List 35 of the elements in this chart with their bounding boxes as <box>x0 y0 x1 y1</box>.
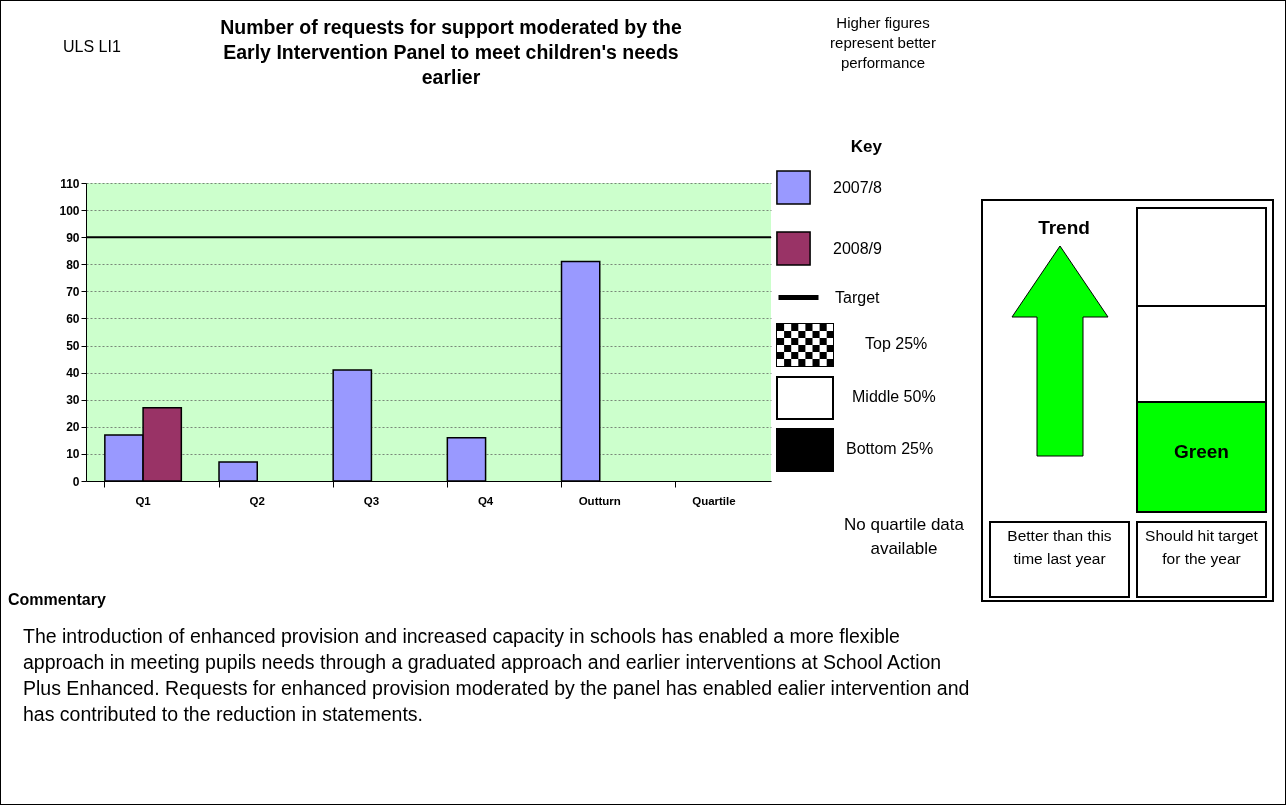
legend-label: 2008/9 <box>833 239 883 257</box>
text: Top 25% <box>865 335 928 353</box>
y-tick-label: 90 <box>66 230 80 245</box>
y-tick-label: 0 <box>72 474 80 489</box>
y-tick-label: 20 <box>66 420 80 435</box>
y-tick-label: 110 <box>60 176 80 191</box>
x-tick-label: Q3 <box>363 494 380 507</box>
y-tick-label: 50 <box>66 339 80 354</box>
chart-title: Number of requests for support moderated by the Early Intervention Panel to meet children's needs earlier <box>219 15 683 90</box>
x-tick-label: Q4 <box>477 494 494 507</box>
y-tick-label: 70 <box>66 284 80 299</box>
y-tick-label: 100 <box>59 203 80 218</box>
text: ULS LI1 <box>63 38 121 56</box>
legend-title: Key <box>850 137 883 156</box>
legend-label: 2007/8 <box>833 178 883 196</box>
text: Higher figures represent better performance <box>829 13 937 73</box>
x-tick-label: Quartile <box>692 494 736 507</box>
x-tick-label: Outturn <box>578 494 621 507</box>
y-tick-label: 30 <box>66 393 80 408</box>
text: Commentary <box>8 591 106 609</box>
text: No quartile data available <box>843 514 965 560</box>
text: Middle 50% <box>852 388 936 406</box>
text: Green <box>1173 441 1230 463</box>
x-tick-label: Q2 <box>249 494 265 507</box>
text: Bottom 25% <box>846 440 934 458</box>
text: The introduction of enhanced provision and increased capacity in schools has enabled a more flexible approach in meeting pupils needs through a graduated approach and earlier interventions at School Action Plus Enhanced. Requests for enhanced provision moderated by the panel has enabled ealier intervention and has contributed to the reduction in statements. <box>23 624 971 727</box>
text: Should hit target for the year <box>1144 526 1259 569</box>
text: Better than this time last year <box>1006 526 1113 569</box>
y-tick-label: 80 <box>66 257 80 272</box>
y-tick-label: 10 <box>66 447 80 462</box>
y-tick-label: 40 <box>66 366 80 381</box>
y-tick-label: 60 <box>66 311 80 326</box>
legend-label: Target <box>835 288 881 306</box>
x-tick-label: Q1 <box>135 494 152 507</box>
text: Trend <box>1037 217 1091 239</box>
